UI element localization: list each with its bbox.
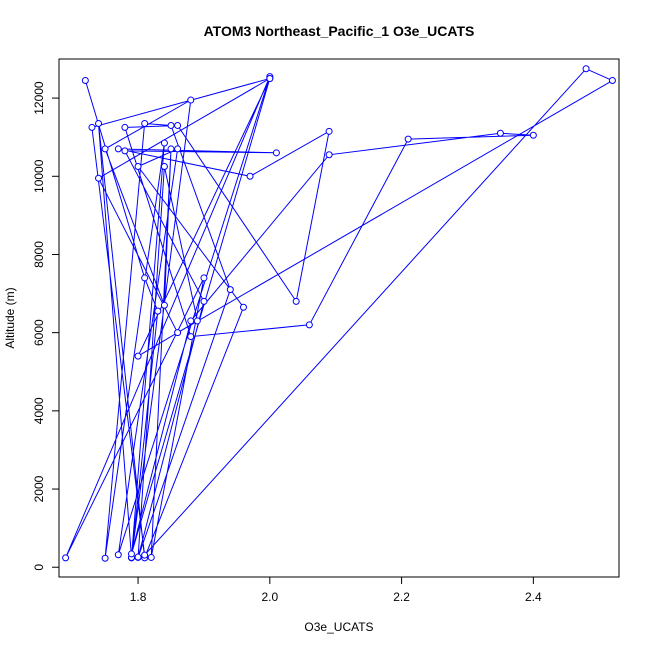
- data-point: [325, 127, 333, 135]
- data-point: [141, 274, 149, 282]
- x-axis: 1.8 2.0 2.2 2.4: [130, 576, 542, 604]
- data-point: [246, 172, 254, 180]
- data-point: [101, 554, 109, 562]
- data-point: [95, 174, 103, 182]
- data-point: [95, 120, 103, 128]
- x-tick-label: 2.0: [261, 590, 278, 604]
- y-tick-label: 10000: [32, 159, 46, 193]
- data-point: [160, 139, 168, 147]
- data-point: [582, 65, 590, 73]
- data-point: [154, 307, 162, 315]
- data-point: [200, 297, 208, 305]
- data-point: [121, 123, 129, 131]
- data-point: [141, 551, 149, 559]
- data-point: [174, 329, 182, 337]
- data-point: [114, 551, 122, 559]
- data-point: [239, 303, 247, 311]
- data-point: [187, 96, 195, 104]
- data-point: [305, 321, 313, 329]
- data-point: [160, 163, 168, 171]
- y-axis: 0 2000 4000 6000 8000 10000 12000: [32, 81, 60, 571]
- data-point: [266, 75, 274, 83]
- y-tick-label: 4000: [32, 397, 46, 424]
- series-line: [65, 68, 614, 559]
- data-point: [127, 550, 135, 558]
- data-point: [529, 131, 537, 139]
- y-axis-label: Altitude (m): [3, 287, 17, 348]
- x-axis-label: O3e_UCATS: [304, 620, 373, 634]
- data-point: [88, 123, 96, 131]
- data-point: [174, 145, 182, 153]
- chart-title: ATOM3 Northeast_Pacific_1 O3e_UCATS: [204, 23, 475, 39]
- data-point: [121, 147, 129, 155]
- data-point: [404, 135, 412, 143]
- data-point: [174, 121, 182, 129]
- data-point: [272, 149, 280, 157]
- data-point: [193, 317, 201, 325]
- data-point: [608, 77, 616, 85]
- x-tick-label: 2.2: [393, 590, 410, 604]
- data-point: [187, 333, 195, 341]
- data-point: [62, 554, 70, 562]
- data-point: [134, 553, 142, 561]
- data-point: [226, 286, 234, 294]
- data-point: [81, 77, 89, 85]
- series-layer: [62, 65, 616, 562]
- y-tick-label: 0: [32, 564, 46, 571]
- data-point: [200, 274, 208, 282]
- data-point: [496, 129, 504, 137]
- data-point: [134, 163, 142, 171]
- data-point: [160, 301, 168, 309]
- data-point: [167, 145, 175, 153]
- x-tick-label: 1.8: [130, 590, 147, 604]
- data-point: [141, 120, 149, 128]
- x-tick-label: 2.4: [525, 590, 542, 604]
- data-point: [292, 297, 300, 305]
- y-tick-label: 2000: [32, 475, 46, 502]
- data-point: [134, 352, 142, 360]
- y-tick-label: 12000: [32, 81, 46, 115]
- data-point: [114, 145, 122, 153]
- data-point: [167, 121, 175, 129]
- y-tick-label: 8000: [32, 241, 46, 268]
- y-tick-label: 6000: [32, 319, 46, 346]
- data-point: [187, 317, 195, 325]
- data-point: [101, 145, 109, 153]
- data-point: [147, 553, 155, 561]
- data-point: [325, 151, 333, 159]
